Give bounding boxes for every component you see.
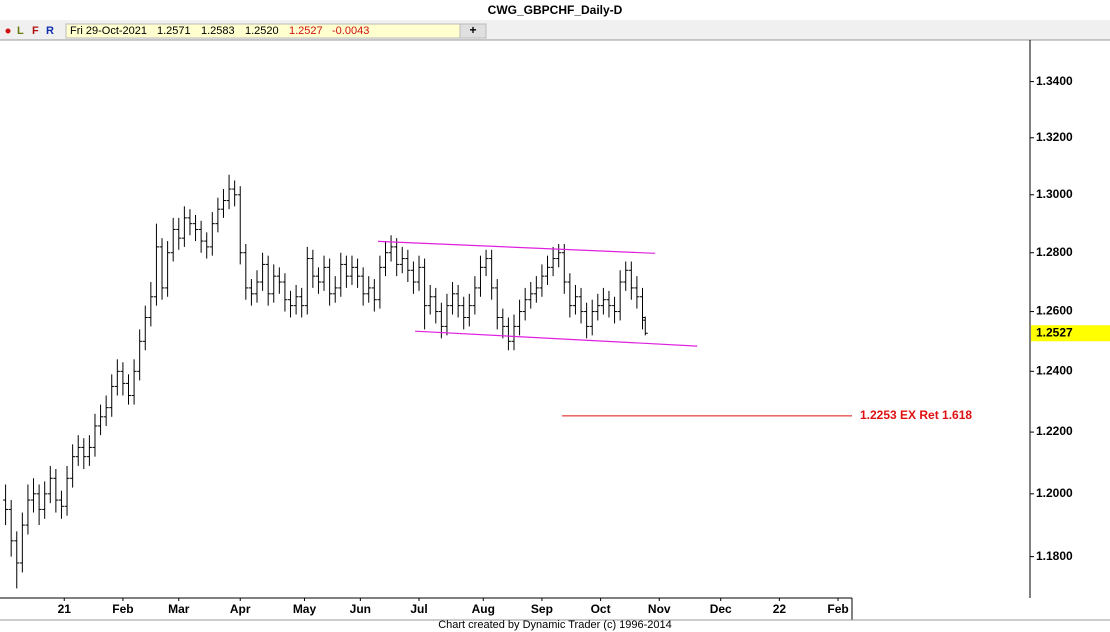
header-open: 1.2571 (157, 25, 191, 37)
y-tick-label: 1.1800 (1036, 549, 1073, 563)
title-bar (0, 0, 1110, 20)
add-button[interactable]: + (469, 23, 476, 37)
y-tick-label: 1.2600 (1036, 304, 1073, 318)
x-tick-label: Jul (410, 602, 427, 616)
status-dot (5, 28, 11, 34)
x-tick-label: Feb (112, 602, 133, 616)
header-change: -0.0043 (332, 25, 369, 37)
x-tick-label: Aug (472, 602, 495, 616)
chart-title: CWG_GBPCHF_Daily-D (488, 3, 623, 17)
x-tick-label: May (293, 602, 317, 616)
header-low: 1.2520 (245, 25, 279, 37)
x-tick-label: Dec (710, 602, 732, 616)
trendline (377, 240, 656, 254)
y-tick-label: 1.3200 (1036, 130, 1073, 144)
header-date: Fri 29-Oct-2021 (70, 25, 147, 37)
last-price-label: 1.2527 (1036, 325, 1073, 339)
toolbar-button[interactable]: L (17, 25, 24, 37)
toolbar-button[interactable]: R (46, 25, 54, 37)
x-tick-label: 21 (58, 602, 72, 616)
x-tick-label: Mar (168, 602, 190, 616)
last-price-box (1031, 325, 1110, 342)
x-tick-label: 22 (773, 602, 787, 616)
x-tick-label: Jun (350, 602, 371, 616)
toolbar-button[interactable]: F (32, 25, 39, 37)
y-tick-label: 1.2000 (1036, 486, 1073, 500)
add-button-box (459, 23, 487, 39)
x-tick-label: Feb (827, 602, 848, 616)
y-tick-label: 1.2800 (1036, 245, 1073, 259)
footer: Chart created by Dynamic Trader (c) 1996… (438, 619, 672, 631)
x-tick-label: Sep (531, 602, 553, 616)
y-tick-label: 1.3400 (1036, 74, 1073, 88)
trendline (415, 330, 698, 347)
header-close: 1.2527 (289, 25, 323, 37)
y-tick-label: 1.2200 (1036, 424, 1073, 438)
header-high: 1.2583 (201, 25, 235, 37)
x-tick-label: Nov (648, 602, 671, 616)
x-tick-label: Oct (591, 602, 611, 616)
target-label: 1.2253 EX Ret 1.618 (860, 408, 972, 422)
y-tick-label: 1.2400 (1036, 364, 1073, 378)
y-tick-label: 1.3000 (1036, 187, 1073, 201)
x-tick-label: Apr (230, 602, 251, 616)
